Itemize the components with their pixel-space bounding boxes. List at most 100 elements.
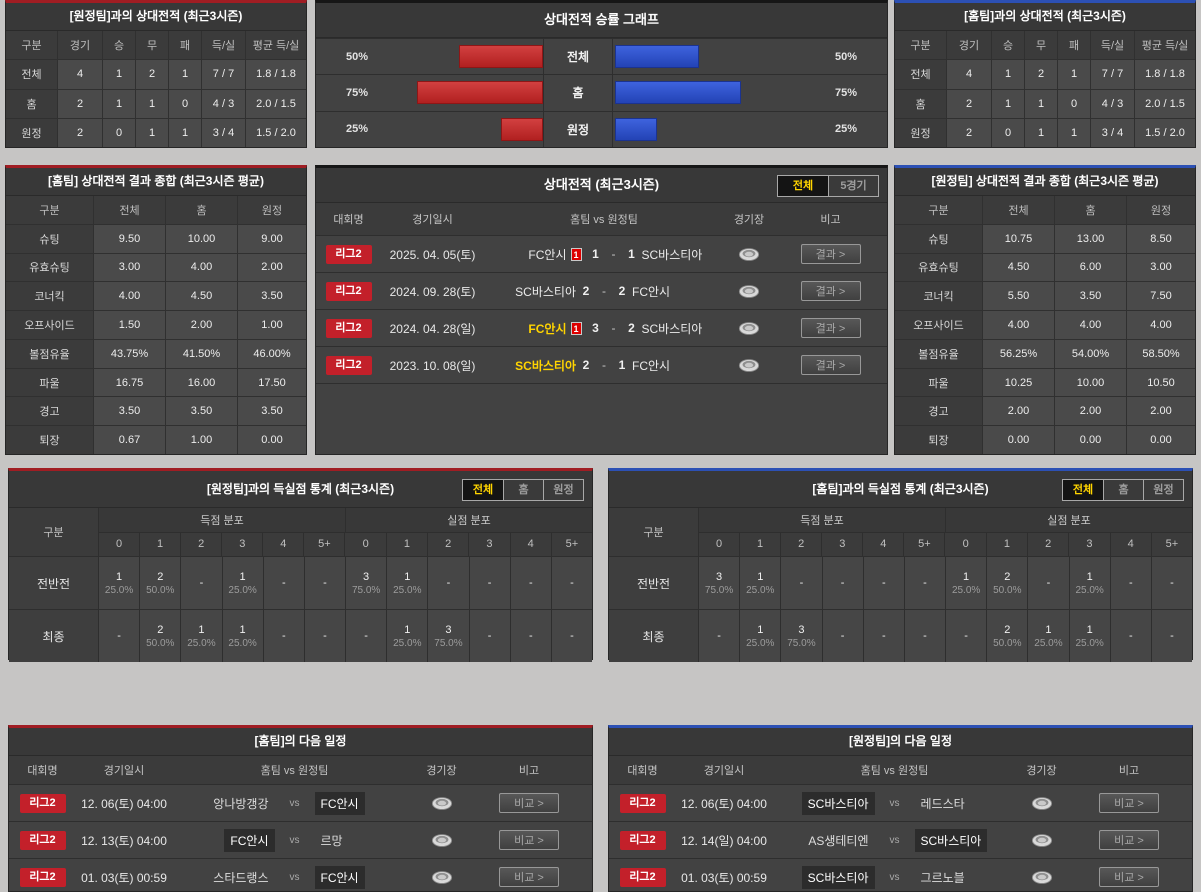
- chart-row: 75% 홈 75%: [316, 74, 887, 111]
- tab[interactable]: 5경기: [828, 176, 878, 196]
- cell: 2.00: [166, 311, 238, 339]
- table-row: 코너킥 4.00 4.50 3.50: [6, 282, 306, 312]
- cell: 패: [169, 31, 202, 60]
- result-button[interactable]: 결과 >: [800, 281, 861, 301]
- cell: 1: [1025, 89, 1058, 118]
- summary-table: 구분 전체 홈 원정 슈팅 9.50 10.00 9.00 유효슈팅 3.00 4.00 2.00…: [6, 196, 306, 455]
- stats-row: 최종 - 2 50.0% 1: [9, 610, 593, 662]
- count: -: [881, 577, 886, 589]
- home-team-name: FC안시: [528, 321, 567, 336]
- stat-cell: -: [304, 557, 347, 609]
- stadium-icon[interactable]: [431, 870, 453, 885]
- stadium-icon[interactable]: [1031, 870, 1053, 885]
- tab[interactable]: 전체: [463, 480, 503, 500]
- count: 1: [757, 623, 764, 636]
- vs-label: vs: [289, 797, 300, 809]
- bin-header: 0: [699, 532, 741, 556]
- tab[interactable]: 원정: [1143, 480, 1183, 500]
- right-percent-label: 25%: [834, 123, 857, 136]
- compare-button[interactable]: 비교 >: [499, 793, 559, 813]
- home-team-name: 앙나방갱강: [213, 796, 269, 811]
- cell: 홈: [166, 196, 238, 224]
- compare-button[interactable]: 비교 >: [499, 830, 559, 850]
- result-button[interactable]: 결과 >: [800, 244, 861, 264]
- result-button[interactable]: 결과 >: [800, 318, 861, 338]
- stat-cell: 1 25.0%: [181, 610, 223, 662]
- count: 1: [757, 570, 764, 583]
- percent: 50.0%: [146, 584, 175, 596]
- cell: 원정: [895, 118, 947, 147]
- away-team-name: FC안시: [632, 358, 671, 373]
- cell: 2: [58, 118, 103, 147]
- cell: 2.00: [1055, 397, 1127, 426]
- cell: 평균 득/실: [246, 31, 306, 60]
- header-cell: 홈팀 vs 원정팀: [772, 756, 1017, 784]
- away-team-name: FC안시: [314, 791, 365, 815]
- stat-cell: -: [822, 557, 864, 609]
- cell: 슈팅: [6, 224, 94, 253]
- count: -: [446, 577, 451, 589]
- count: -: [487, 630, 492, 642]
- table-row: 오프사이드 1.50 2.00 1.00: [6, 311, 306, 340]
- stat-cell: -: [510, 610, 552, 662]
- tab[interactable]: 전체: [778, 176, 828, 196]
- cell: 1: [136, 89, 169, 118]
- stadium-icon[interactable]: [738, 321, 760, 336]
- bin-header: 2: [428, 532, 470, 556]
- cell: 43.75%: [94, 339, 166, 368]
- tab[interactable]: 홈: [503, 480, 543, 500]
- score-separator: -: [602, 284, 606, 298]
- cell: 0.00: [1127, 426, 1195, 455]
- cell: 1.50: [94, 311, 166, 339]
- compare-button[interactable]: 비교 >: [1099, 867, 1159, 887]
- away-score: 1: [628, 247, 635, 261]
- cell: 평균 득/실: [1135, 31, 1195, 60]
- stat-cell: 2 50.0%: [987, 610, 1029, 662]
- result-button[interactable]: 결과 >: [800, 355, 861, 375]
- away-team-name: 레드스타: [920, 796, 965, 811]
- corner-header: 구분: [609, 508, 699, 556]
- row-label: 전반전: [9, 557, 99, 609]
- cell: 3.50: [94, 397, 166, 426]
- count: 2: [157, 623, 164, 636]
- schedule-row: 리그2 12. 14(일) 04:00 AS생테티엔 vs SC바스티아 비교 …: [609, 822, 1192, 859]
- count: 1: [116, 570, 123, 583]
- count: -: [1128, 577, 1133, 589]
- cell: 8.50: [1127, 224, 1195, 253]
- tab[interactable]: 전체: [1063, 480, 1103, 500]
- stadium-icon[interactable]: [738, 247, 760, 262]
- panel-title: [원정팀]과의 득실점 통계 (최근3시즌): [206, 482, 395, 496]
- tab[interactable]: 홈: [1103, 480, 1143, 500]
- count: -: [570, 577, 574, 589]
- count: -: [1170, 630, 1174, 642]
- cell: 오프사이드: [895, 311, 983, 339]
- stadium-icon[interactable]: [738, 358, 760, 373]
- home-score: 3: [592, 321, 599, 335]
- stadium-icon[interactable]: [431, 796, 453, 811]
- stadium-icon[interactable]: [1031, 796, 1053, 811]
- cell: 경고: [6, 397, 94, 426]
- schedule-rows: 리그2 12. 06(토) 04:00 앙나방갱강 vs FC안시 비교 > 리…: [9, 785, 592, 892]
- stadium-icon[interactable]: [431, 833, 453, 848]
- cell: 10.75: [983, 224, 1055, 253]
- table-row: 경고 2.00 2.00 2.00: [895, 397, 1195, 427]
- cell: 2.00: [238, 253, 306, 282]
- stadium-icon[interactable]: [738, 284, 760, 299]
- percent: 50.0%: [993, 637, 1022, 649]
- match-row: 리그2 2024. 04. 28(일) FC안시 1 3 - 2 SC바스티아 …: [316, 310, 887, 347]
- compare-button[interactable]: 비교 >: [1099, 830, 1159, 850]
- table-row: 오프사이드 4.00 4.00 4.00: [895, 311, 1195, 340]
- count: -: [1170, 577, 1174, 589]
- stats-filter-tabs: 전체 홈 원정: [462, 479, 584, 501]
- home-schedule-panel: [홈팀]의 다음 일정 대회명 경기일시 홈팀 vs 원정팀 경기장 비고 리그2 12…: [8, 725, 593, 892]
- stat-cell: 3 75.0%: [699, 557, 741, 609]
- tab[interactable]: 원정: [543, 480, 583, 500]
- count: 1: [963, 570, 970, 583]
- match-row: 리그2 2025. 04. 05(토) FC안시 1 1 - 1 SC바스티아 …: [316, 236, 887, 273]
- count: 3: [798, 623, 805, 636]
- bin-header: 0: [346, 532, 387, 556]
- table-row: 퇴장 0.67 1.00 0.00: [6, 426, 306, 455]
- compare-button[interactable]: 비교 >: [499, 867, 559, 887]
- compare-button[interactable]: 비교 >: [1099, 793, 1159, 813]
- stadium-icon[interactable]: [1031, 833, 1053, 848]
